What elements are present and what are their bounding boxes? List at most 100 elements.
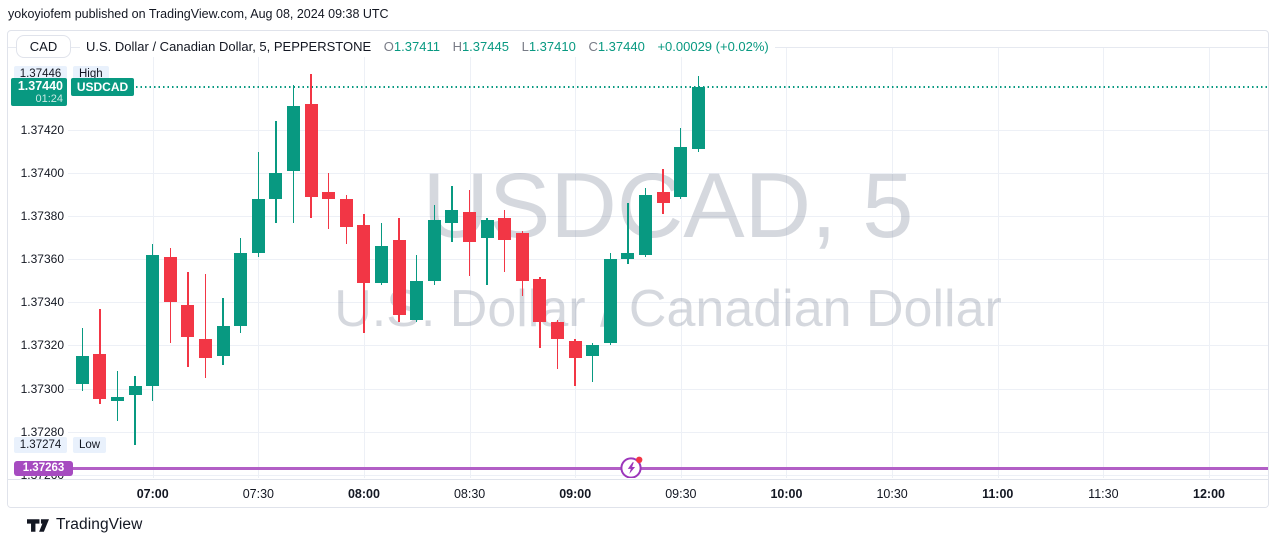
grid-line-vertical bbox=[1209, 47, 1210, 478]
ohlc-high-value: 1.37445 bbox=[461, 39, 509, 54]
legend-row: U.S. Dollar / Canadian Dollar, 5, PEPPER… bbox=[80, 36, 775, 57]
candle-body bbox=[375, 246, 388, 283]
chart-header: CAD U.S. Dollar / Canadian Dollar, 5, PE… bbox=[16, 34, 775, 59]
time-axis-label: 12:00 bbox=[1193, 486, 1225, 501]
grid-line-horizontal bbox=[68, 302, 1268, 304]
attribution-text: yokoyiofem published on TradingView.com,… bbox=[8, 7, 389, 21]
time-axis-label: 08:00 bbox=[347, 486, 380, 501]
grid-line-horizontal bbox=[68, 474, 1268, 476]
candle-wick bbox=[486, 218, 488, 286]
candle-body bbox=[269, 173, 283, 199]
candle-body bbox=[287, 106, 300, 171]
change-value: +0.00029 (+0.02%) bbox=[657, 39, 769, 54]
candle-body bbox=[128, 386, 142, 396]
candle-body bbox=[339, 198, 353, 227]
symbol-button[interactable]: CAD bbox=[16, 35, 71, 58]
price-axis-label: 1.37340 bbox=[20, 295, 64, 310]
candle-body bbox=[216, 326, 230, 357]
chart-pane[interactable]: USDCAD, 5 U.S. Dollar / Canadian Dollar bbox=[68, 47, 1268, 478]
candle-body bbox=[498, 218, 512, 240]
bar-countdown: 01:24 bbox=[35, 93, 63, 106]
candle-wick bbox=[556, 319, 559, 370]
ohlc-low-value: 1.37410 bbox=[528, 39, 576, 54]
candle-wick bbox=[503, 209, 506, 273]
tradingview-brand-text: TradingView bbox=[56, 516, 143, 533]
candle-wick bbox=[134, 375, 136, 445]
grid-line-vertical bbox=[997, 47, 999, 478]
tradingview-brand-link[interactable]: TradingView bbox=[27, 516, 142, 534]
grid-line-vertical bbox=[680, 47, 682, 478]
last-price-tag: 1.37440 01:24 bbox=[11, 78, 67, 107]
candle-body bbox=[533, 278, 547, 322]
candle-body bbox=[568, 341, 582, 359]
time-axis-label: 11:30 bbox=[1088, 486, 1119, 501]
candle-wick bbox=[275, 121, 277, 223]
price-axis-label: 1.37400 bbox=[20, 166, 64, 181]
candle-body bbox=[515, 233, 529, 281]
candle-body bbox=[639, 194, 652, 255]
candle-body bbox=[480, 220, 494, 238]
candle-body bbox=[111, 397, 124, 402]
time-axis: 07:00 07:30 08:00 08:30 09:00 09:30 10:00 10:30… bbox=[8, 478, 1268, 507]
time-axis-label: 10:30 bbox=[876, 486, 908, 501]
alert-price-badge: 1.37263 bbox=[14, 460, 73, 476]
candle-wick bbox=[574, 339, 576, 387]
grid-line-horizontal bbox=[68, 388, 1268, 390]
candle-body bbox=[234, 252, 248, 327]
candle-body bbox=[427, 220, 441, 281]
grid-line-vertical bbox=[575, 47, 577, 478]
candle-body bbox=[603, 259, 617, 344]
candle-body bbox=[163, 257, 177, 303]
candle-body bbox=[691, 86, 705, 150]
price-axis-label: 1.37420 bbox=[20, 122, 64, 137]
grid-line-horizontal bbox=[68, 345, 1268, 347]
candle-body bbox=[586, 345, 600, 357]
candle-body bbox=[392, 239, 406, 316]
grid-line-vertical bbox=[786, 47, 788, 478]
grid-line-vertical bbox=[258, 47, 260, 478]
grid-line-horizontal bbox=[68, 431, 1268, 433]
candle-body bbox=[146, 254, 160, 387]
time-axis-label: 08:30 bbox=[453, 486, 486, 501]
time-axis-label: 07:00 bbox=[136, 486, 169, 501]
watermark-title: USDCAD, 5 bbox=[422, 155, 914, 257]
time-axis-label: 11:00 bbox=[982, 486, 1014, 501]
ohlc-low-label: L bbox=[521, 39, 529, 54]
grid-line-horizontal bbox=[68, 259, 1268, 261]
candle-body bbox=[251, 198, 265, 253]
candle-body bbox=[357, 224, 371, 283]
ohlc-high-label: H bbox=[452, 39, 462, 54]
ohlc-open-value: 1.37411 bbox=[393, 39, 440, 54]
alert-lightning-icon[interactable] bbox=[619, 455, 645, 478]
candle-body bbox=[199, 339, 212, 359]
grid-line-vertical bbox=[892, 47, 894, 478]
chart-card: USDCAD, 5 U.S. Dollar / Canadian Dollar … bbox=[7, 30, 1269, 508]
candle-wick bbox=[627, 203, 629, 264]
ohlc-close-label: C bbox=[588, 39, 598, 54]
candle-wick bbox=[204, 274, 207, 378]
price-axis-label: 1.37300 bbox=[20, 381, 64, 396]
candle-body bbox=[674, 147, 688, 197]
symbol-price-tag: USDCAD bbox=[71, 78, 134, 97]
price-axis-label: 1.37280 bbox=[20, 424, 64, 439]
watermark-subtitle: U.S. Dollar / Canadian Dollar bbox=[334, 280, 1002, 338]
ohlc-open-label: O bbox=[383, 39, 394, 54]
ohlc-close-value: 1.37440 bbox=[597, 39, 645, 54]
candle-body bbox=[621, 252, 635, 260]
grid-line-horizontal bbox=[68, 173, 1268, 175]
last-price-value: 1.37440 bbox=[17, 79, 63, 94]
candle-body bbox=[656, 192, 670, 204]
candle-wick bbox=[116, 371, 119, 421]
time-axis-label: 10:00 bbox=[770, 486, 803, 501]
grid-line-horizontal bbox=[68, 129, 1268, 131]
candle-body bbox=[551, 321, 564, 339]
grid-line-vertical bbox=[1103, 47, 1105, 478]
candle-body bbox=[75, 356, 89, 385]
candle-wick bbox=[327, 173, 330, 230]
time-axis-label: 07:30 bbox=[242, 486, 274, 501]
candle-body bbox=[445, 209, 459, 223]
candle-body bbox=[463, 211, 476, 242]
low-price-badge: 1.37274 bbox=[14, 436, 67, 453]
time-axis-label: 09:30 bbox=[665, 486, 697, 501]
candle-body bbox=[93, 354, 107, 400]
